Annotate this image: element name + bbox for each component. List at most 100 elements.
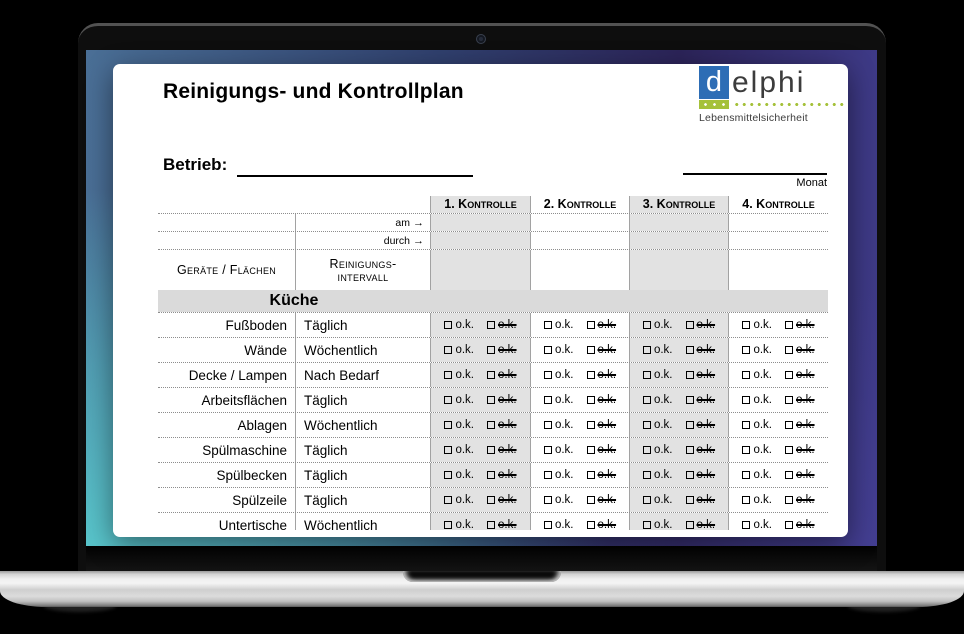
- kontrolle-cell: o.k. o.k.: [629, 363, 728, 387]
- ok-label: o.k.: [554, 319, 574, 331]
- ok-option: o.k.: [642, 419, 673, 431]
- checkbox-icon: [642, 396, 651, 404]
- checkbox-icon: [543, 471, 552, 479]
- not-ok-option: o.k.: [586, 419, 616, 431]
- not-ok-option: o.k.: [487, 369, 517, 381]
- page-title: Reinigungs- und Kontrollplan: [163, 80, 464, 103]
- right-arrow-icon: →: [413, 217, 424, 229]
- monat-fill-line: [683, 173, 827, 175]
- column-header-row: Geräte / Flächen Reinigungs- intervall: [158, 249, 828, 290]
- ok-label: o.k.: [796, 344, 815, 356]
- lid-notch: [403, 571, 561, 582]
- checkbox-icon: [487, 321, 495, 329]
- header-spacer: [295, 196, 430, 213]
- fill-cell: [728, 250, 828, 290]
- ok-label: o.k.: [796, 369, 815, 381]
- ok-option: o.k.: [543, 419, 574, 431]
- ok-label: o.k.: [597, 394, 617, 406]
- ok-option: o.k.: [444, 494, 474, 506]
- not-ok-option: o.k.: [586, 469, 616, 481]
- ok-label: o.k.: [753, 419, 772, 431]
- fill-cell: [430, 214, 530, 231]
- kontrolle-cell: o.k. o.k.: [629, 413, 728, 437]
- ok-option: o.k.: [642, 369, 673, 381]
- not-ok-option: o.k.: [785, 369, 815, 381]
- checkbox-icon: [586, 471, 595, 479]
- kontrolle-cell: o.k. o.k.: [629, 388, 728, 412]
- checkbox-icon: [487, 496, 495, 504]
- document-page: Reinigungs- und Kontrollplan d elphi Leb…: [113, 64, 848, 537]
- not-ok-option: o.k.: [685, 519, 715, 530]
- not-ok-option: o.k.: [586, 519, 616, 530]
- ok-label: o.k.: [653, 394, 673, 406]
- ok-option: o.k.: [742, 419, 772, 431]
- checkbox-icon: [642, 446, 651, 454]
- ok-option: o.k.: [444, 444, 474, 456]
- ok-option: o.k.: [642, 319, 673, 331]
- not-ok-option: o.k.: [487, 444, 517, 456]
- logo-green-square: [699, 100, 729, 109]
- kontrolle-cell: o.k. o.k.: [430, 463, 530, 487]
- ok-label: o.k.: [796, 494, 815, 506]
- not-ok-option: o.k.: [487, 519, 517, 530]
- ok-label: o.k.: [653, 444, 673, 456]
- kontrolle-cell: o.k. o.k.: [728, 363, 828, 387]
- checkbox-icon: [685, 346, 694, 354]
- ok-label: o.k.: [796, 419, 815, 431]
- checkbox-icon: [487, 371, 495, 379]
- ok-option: o.k.: [543, 369, 574, 381]
- kontrolle-cell: o.k. o.k.: [728, 438, 828, 462]
- kontrolle-cell: o.k. o.k.: [728, 513, 828, 530]
- checkbox-icon: [543, 496, 552, 504]
- am-row: am →: [158, 213, 828, 231]
- checkbox-icon: [742, 371, 751, 379]
- not-ok-option: o.k.: [685, 344, 715, 356]
- checkbox-icon: [487, 421, 495, 429]
- checkbox-icon: [487, 446, 495, 454]
- ok-label: o.k.: [597, 344, 617, 356]
- not-ok-option: o.k.: [586, 494, 616, 506]
- checkbox-icon: [487, 521, 495, 529]
- ok-label: o.k.: [455, 494, 474, 506]
- kontrolle-cell: o.k. o.k.: [430, 363, 530, 387]
- checkbox-icon: [487, 396, 495, 404]
- not-ok-option: o.k.: [586, 394, 617, 406]
- kontrolle-cell: o.k. o.k.: [430, 438, 530, 462]
- ok-label: o.k.: [753, 394, 772, 406]
- checkbox-icon: [642, 421, 651, 429]
- checkbox-icon: [785, 446, 793, 454]
- kontrolle-cell: o.k. o.k.: [430, 388, 530, 412]
- ok-option: o.k.: [642, 344, 673, 356]
- row-interval: Wöchentlich: [295, 413, 430, 437]
- fill-cell: [530, 250, 629, 290]
- fill-cell: [629, 250, 728, 290]
- checkbox-icon: [444, 421, 453, 429]
- checkbox-icon: [785, 496, 793, 504]
- durch-label: durch →: [295, 232, 430, 249]
- ok-label: o.k.: [753, 494, 772, 506]
- ok-option: o.k.: [742, 519, 772, 530]
- checkbox-icon: [444, 321, 453, 329]
- ok-label: o.k.: [455, 519, 474, 530]
- ok-label: o.k.: [796, 519, 815, 530]
- checkbox-icon: [543, 446, 552, 454]
- checkbox-icon: [642, 471, 651, 479]
- kontrolle-cell: o.k. o.k.: [629, 313, 728, 337]
- header-kontrolle-3: 3. Kontrolle: [629, 196, 728, 213]
- checkbox-icon: [685, 421, 694, 429]
- ok-label: o.k.: [696, 469, 716, 481]
- checkbox-icon: [586, 346, 595, 354]
- checkbox-icon: [785, 471, 793, 479]
- ok-label: o.k.: [696, 444, 716, 456]
- table-row: Spülzeile Täglich o.k. o.k. o.k. o.k. o.k. o.k.…: [158, 487, 828, 512]
- ok-option: o.k.: [742, 369, 772, 381]
- checkbox-icon: [742, 471, 751, 479]
- ok-label: o.k.: [696, 494, 716, 506]
- table-row: Decke / Lampen Nach Bedarf o.k. o.k. o.k. o.k…: [158, 362, 828, 387]
- logo-subtitle: Lebensmittelsicherheit: [699, 112, 808, 124]
- table-header-row: 1. Kontrolle 2. Kontrolle 3. Kontrolle 4…: [158, 196, 828, 213]
- ok-label: o.k.: [653, 494, 673, 506]
- row-interval: Täglich: [295, 313, 430, 337]
- ok-label: o.k.: [554, 444, 574, 456]
